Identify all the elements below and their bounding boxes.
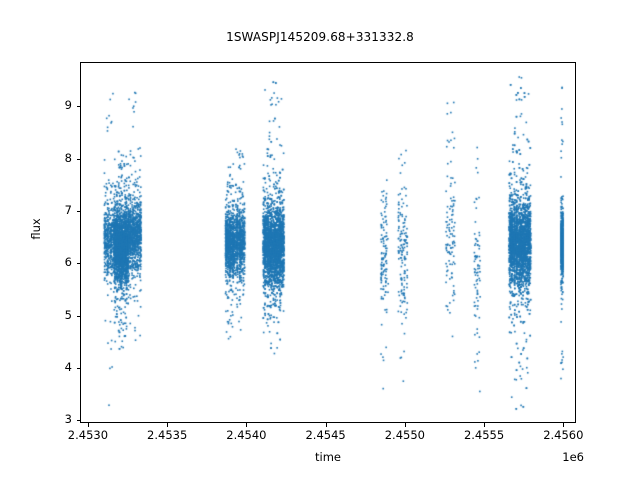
y-tick-mark xyxy=(76,211,80,213)
y-tick-label: 6 xyxy=(64,255,72,270)
x-tick-label: 2.4530 xyxy=(67,428,109,442)
x-tick-mark xyxy=(87,423,89,427)
y-tick-label: 3 xyxy=(64,412,72,427)
y-tick-label: 8 xyxy=(64,150,72,165)
x-axis-label: time xyxy=(315,450,341,464)
x-tick-mark xyxy=(325,423,327,427)
x-tick-label: 2.4560 xyxy=(543,428,584,442)
x-tick-label: 2.4540 xyxy=(226,428,267,442)
y-tick-mark xyxy=(76,106,80,108)
y-axis-label: flux xyxy=(29,218,43,240)
y-tick-mark xyxy=(76,158,80,160)
x-tick-label: 2.4555 xyxy=(463,428,505,442)
y-tick-mark xyxy=(76,315,80,317)
plot-area xyxy=(80,62,576,423)
y-tick-mark xyxy=(76,368,80,370)
x-tick-label: 2.4550 xyxy=(384,428,425,442)
scatter-points-layer xyxy=(81,63,575,422)
y-tick-mark xyxy=(76,263,80,265)
y-tick-label: 4 xyxy=(64,360,72,375)
x-tick-mark xyxy=(563,423,565,427)
y-tick-label: 5 xyxy=(64,307,72,322)
x-tick-label: 2.4545 xyxy=(305,428,346,442)
y-tick-label: 7 xyxy=(64,203,72,218)
x-tick-mark xyxy=(484,423,486,427)
x-tick-mark xyxy=(167,423,169,427)
x-tick-label: 2.4535 xyxy=(147,428,188,442)
y-tick-mark xyxy=(76,420,80,422)
x-tick-mark xyxy=(246,423,248,427)
x-tick-mark xyxy=(404,423,406,427)
x-axis-offset-label: 1e6 xyxy=(562,450,584,464)
page-title: 1SWASPJ145209.68+331332.8 xyxy=(226,30,414,44)
y-tick-label: 9 xyxy=(64,98,72,113)
